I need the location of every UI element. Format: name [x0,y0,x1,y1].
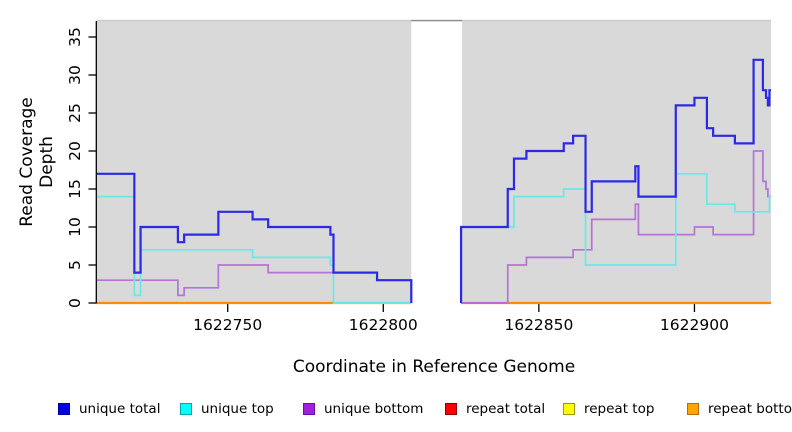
y-tick-label: 15 [66,179,84,199]
y-tick-label: 0 [66,298,84,308]
series-unique-total [459,58,771,303]
panel-left [97,21,412,303]
legend-item-unique-top: unique top [180,399,274,419]
legend-item-repeat-top: repeat top [563,399,654,419]
y-tick-label: 20 [66,141,84,161]
coverage-plot-canvas: 0 5 10 15 20 25 30 35 1622750 1622800 1622850 16229… [66,19,771,334]
legend-label: unique bottom [324,401,424,417]
legend-label: repeat bottom [708,401,792,417]
y-tick-label: 10 [66,217,84,237]
legend: unique total unique top unique bottom repea… [0,399,792,425]
legend-label: repeat top [584,401,655,417]
legend-item-unique-total: unique total [58,399,160,419]
legend-swatch-icon [563,403,575,415]
legend-swatch-icon [303,403,315,415]
panel-right [462,21,771,303]
legend-swatch-icon [180,403,192,415]
x-tick-label: 1622750 [193,316,262,334]
y-tick-label: 35 [66,27,84,47]
legend-label: unique top [201,401,274,417]
series-unique-total [97,172,413,303]
legend-label: repeat total [466,401,546,417]
legend-item-repeat-bottom: repeat bottom [687,399,792,419]
x-tick-label: 1622850 [504,316,573,334]
x-tick-label: 1622800 [349,316,418,334]
x-tick-label: 1622900 [660,316,729,334]
legend-swatch-icon [687,403,699,415]
y-tick-label: 30 [66,65,84,85]
y-tick-label: 5 [66,260,84,270]
series-unique-bottom [461,150,771,304]
legend-item-unique-bottom: unique bottom [303,399,423,419]
legend-label: unique total [79,401,161,417]
legend-swatch-icon [58,403,70,415]
legend-item-repeat-total: repeat total [445,399,545,419]
x-axis-title: Coordinate in Reference Genome [292,357,576,377]
y-tick-label: 25 [66,103,84,123]
legend-swatch-icon [445,403,457,415]
series-unique-top [460,172,771,303]
y-axis-title: Read Coverage Depth [17,97,57,227]
